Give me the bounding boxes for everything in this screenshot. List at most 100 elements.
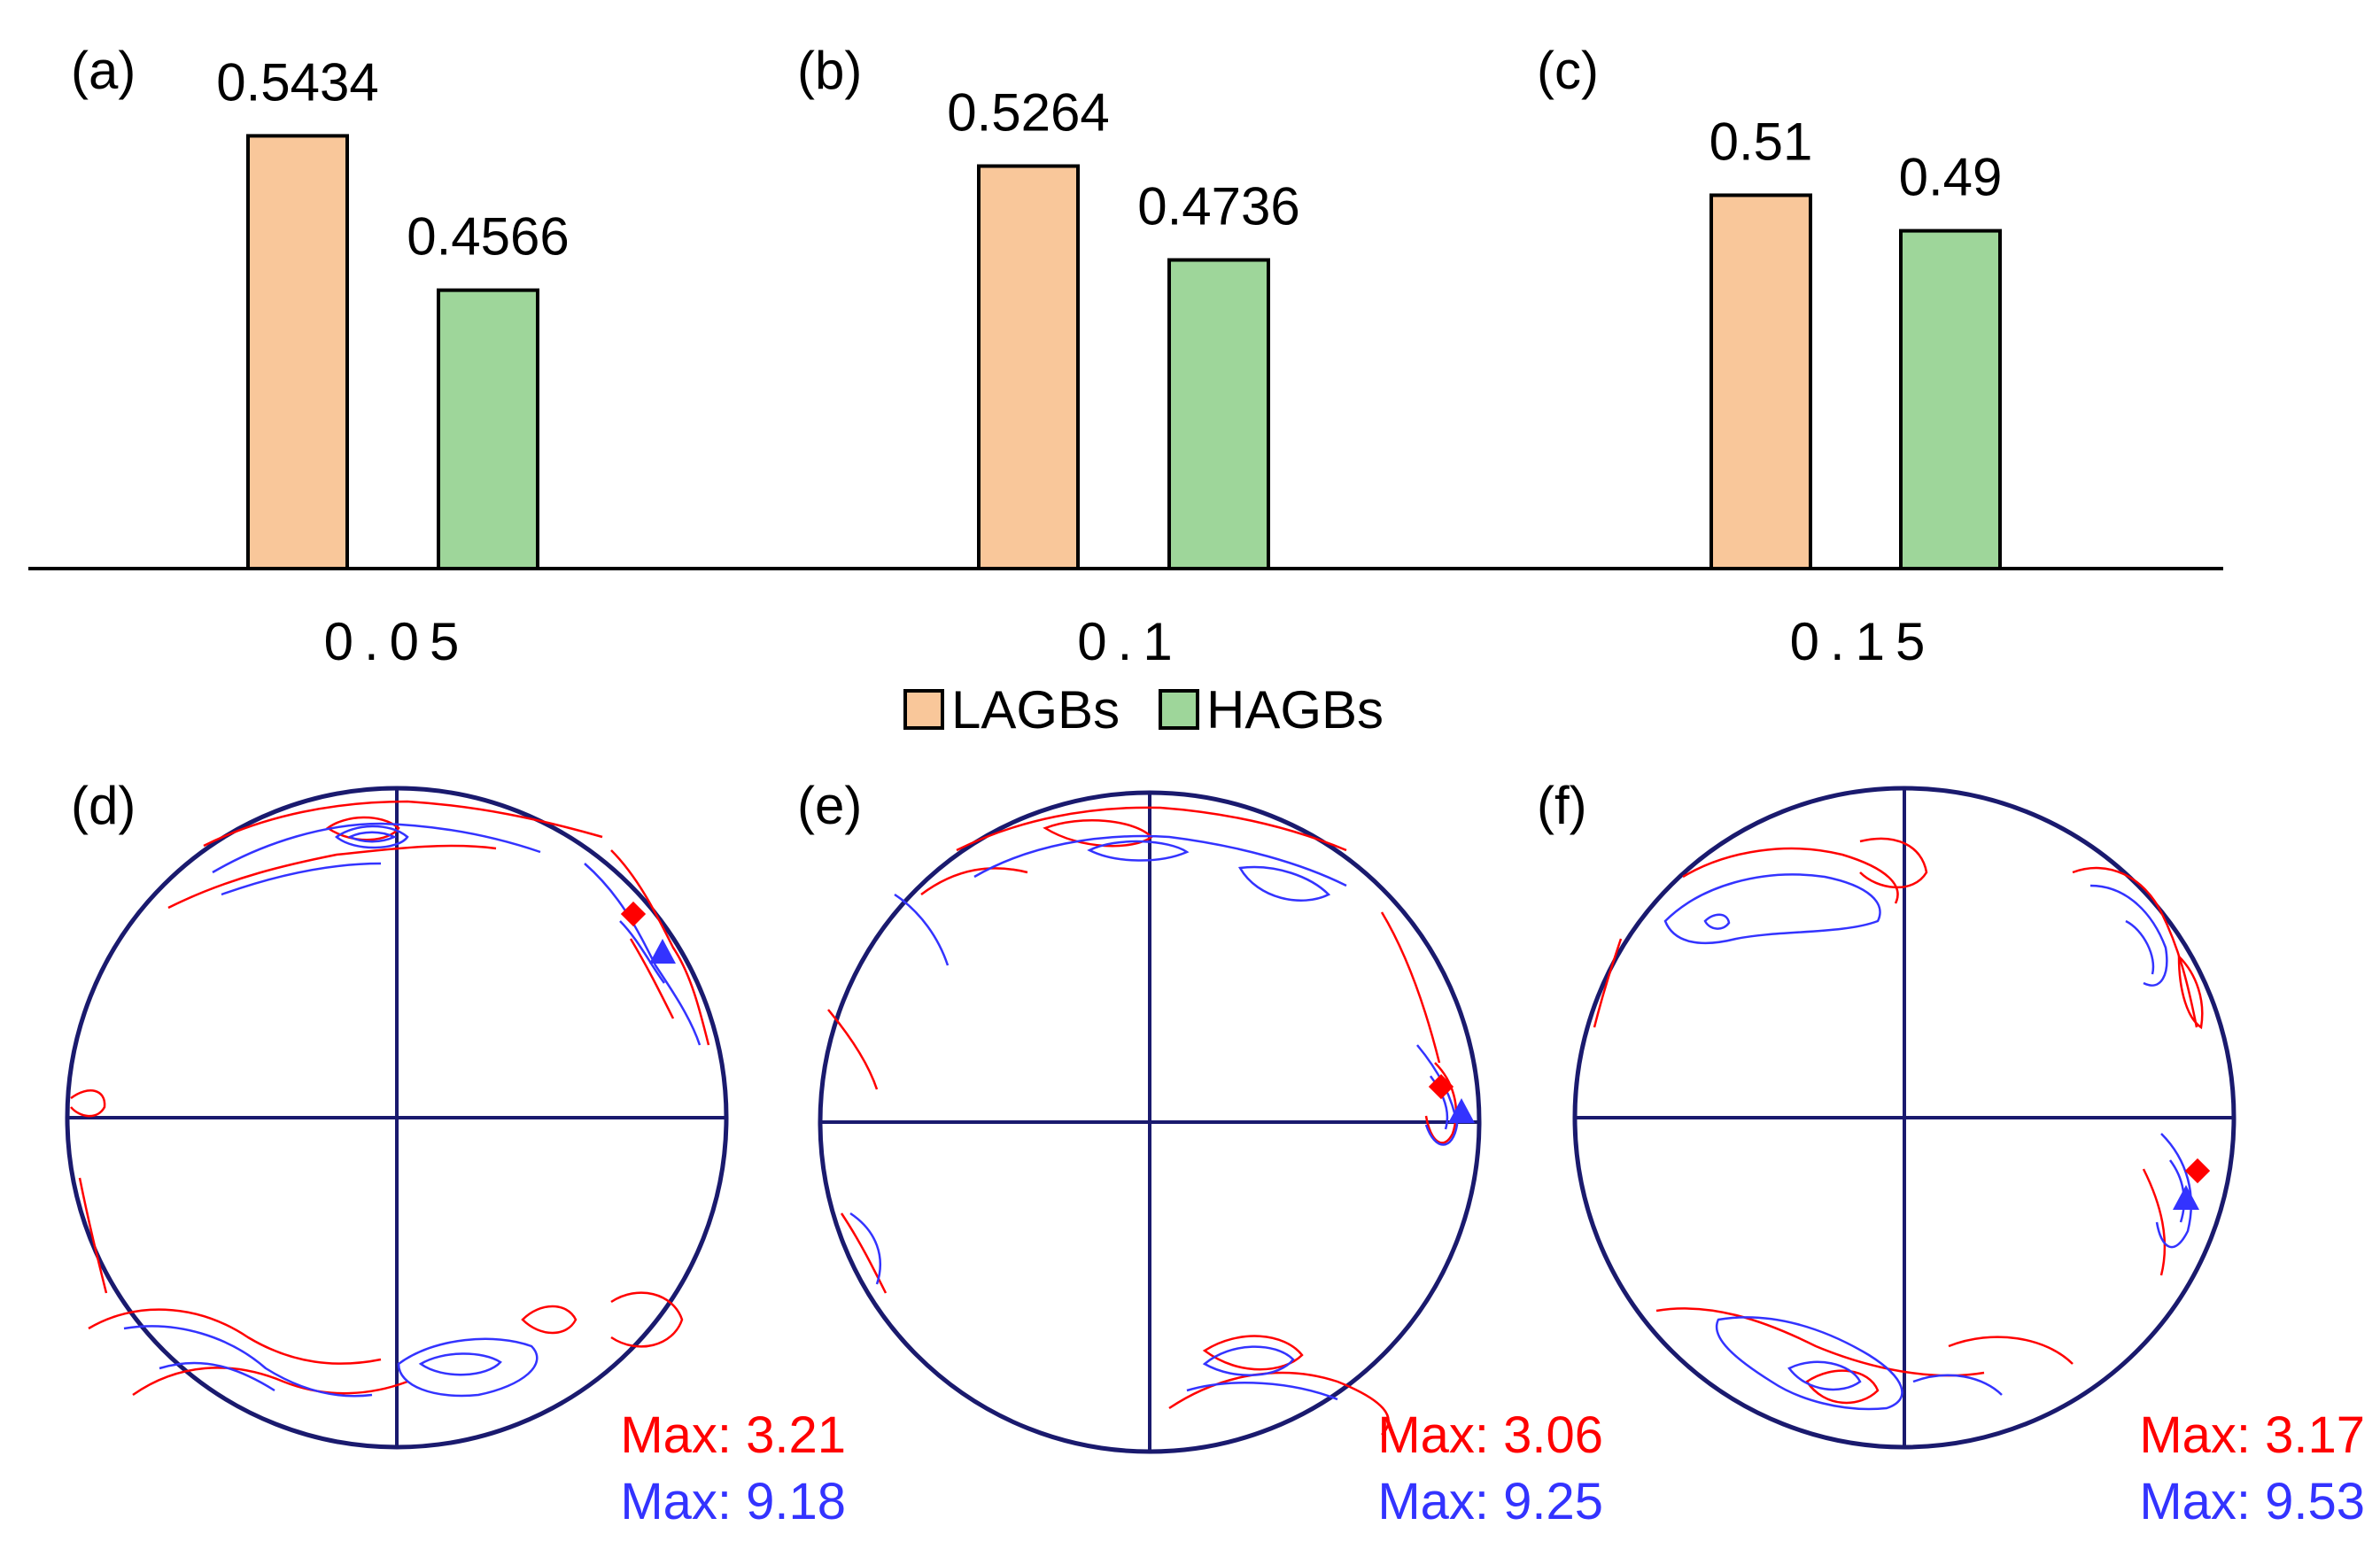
x-tick-label-1: 0.1 — [1077, 612, 1182, 671]
x-tick-label-0: 0.05 — [324, 612, 470, 671]
contours-red — [1593, 837, 2204, 1405]
contour-line — [2089, 884, 2168, 987]
contour-line — [1416, 1044, 1459, 1146]
max-marker-blue — [649, 939, 676, 964]
legend-label-hagbs: HAGBs — [1206, 680, 1384, 740]
legend-swatch-hagbs — [1159, 689, 1199, 730]
contour-line — [167, 844, 497, 910]
panel-label-c: (c) — [1537, 41, 1599, 100]
contour-line — [849, 1212, 881, 1285]
panel-label-f: (f) — [1537, 776, 1587, 835]
contour-line — [221, 862, 382, 896]
bar-label-lagbs-1: 0.5264 — [947, 83, 1110, 143]
contour-line — [1202, 1345, 1295, 1376]
contours-red — [827, 806, 1458, 1436]
bar-lagbs-0 — [246, 134, 349, 570]
legend-swatch-lagbs — [903, 689, 944, 730]
contour-line — [610, 849, 710, 1046]
bar-lagbs-2 — [1709, 193, 1812, 570]
contour-line — [397, 1337, 539, 1398]
max-marker-blue — [2173, 1185, 2199, 1210]
bar-hagbs-0 — [437, 288, 539, 570]
contour-line — [123, 1325, 373, 1398]
pole-figure-d: (d) — [65, 776, 846, 1530]
x-tick-label-2: 0.15 — [1790, 612, 1936, 671]
max-value-red: Max: 3.21 — [620, 1406, 846, 1464]
contour-line — [2142, 1168, 2167, 1276]
contour-line — [1424, 1062, 1458, 1144]
bar-label-hagbs-0: 0.4566 — [407, 207, 570, 267]
max-marker-red — [620, 901, 647, 927]
bar-chart: (a) (b) (c) 0.5434 0.4566 0.5264 0.4736 … — [28, 41, 2223, 740]
contour-line — [1237, 865, 1331, 902]
max-marker-blue — [1448, 1098, 1475, 1123]
contour-line — [1593, 938, 1623, 1028]
contour-line — [619, 920, 666, 984]
bar-label-hagbs-2: 0.49 — [1899, 148, 2003, 207]
contour-line — [1655, 1307, 1985, 1377]
panel-label-a: (a) — [71, 41, 136, 100]
contour-line — [418, 1352, 502, 1376]
contour-line — [1715, 1316, 1903, 1411]
contour-line — [132, 1367, 408, 1397]
panel-label-d: (d) — [71, 776, 136, 835]
contour-line — [629, 938, 675, 1019]
pole-figure-f: (f) — [1537, 776, 2365, 1530]
bar-label-lagbs-2: 0.51 — [1709, 112, 1813, 171]
bar-lagbs-1 — [977, 164, 1080, 571]
panel-label-b: (b) — [797, 41, 862, 100]
bar-hagbs-2 — [1899, 228, 2002, 570]
contour-line — [827, 1009, 879, 1090]
contours-blue — [849, 834, 1459, 1401]
contour-line — [920, 867, 1028, 896]
contour-line — [1186, 1382, 1338, 1401]
bar-label-hagbs-1: 0.4736 — [1137, 177, 1300, 236]
contour-line — [584, 863, 702, 1046]
contours-red — [70, 800, 710, 1397]
contour-line — [973, 834, 1347, 887]
contour-line — [1787, 1360, 1862, 1391]
max-marker-red — [1428, 1073, 1454, 1100]
bar-label-lagbs-0: 0.5434 — [216, 52, 379, 112]
contour-line — [1663, 873, 1881, 945]
contour-line — [1682, 847, 1899, 904]
max-marker-red — [2184, 1158, 2211, 1184]
contour-line — [956, 806, 1347, 852]
max-value-red: Max: 3.17 — [2139, 1406, 2365, 1464]
contour-line — [70, 1089, 106, 1118]
contour-line — [1429, 1075, 1449, 1130]
contours-blue — [1663, 873, 2192, 1411]
contour-line — [203, 800, 603, 848]
contour-line — [88, 1308, 382, 1365]
panel-label-e: (e) — [797, 776, 862, 835]
legend: LAGBs HAGBs — [903, 680, 1384, 740]
contour-line — [1380, 911, 1441, 1064]
max-value-blue: Max: 9.53 — [2139, 1473, 2365, 1530]
contour-line — [2155, 1133, 2192, 1249]
contour-line — [610, 1291, 684, 1348]
contour-line — [2072, 866, 2198, 1028]
contour-line — [1087, 840, 1190, 862]
contour-line — [2168, 1159, 2186, 1223]
legend-label-lagbs: LAGBs — [951, 680, 1120, 740]
contour-line — [1859, 837, 1928, 889]
contour-line — [347, 831, 397, 843]
contour-line — [2125, 919, 2155, 975]
contour-line — [334, 825, 409, 849]
contour-line — [894, 893, 950, 966]
contour-line — [521, 1305, 578, 1335]
pole-figures: (d) — [65, 776, 2365, 1530]
contour-line — [78, 1177, 108, 1294]
max-value-red: Max: 3.06 — [1377, 1406, 1603, 1464]
contour-line — [1805, 1369, 1880, 1405]
bar-hagbs-1 — [1167, 258, 1270, 570]
contour-line — [212, 822, 541, 874]
contour-line — [159, 1361, 275, 1392]
contours-blue — [123, 822, 702, 1398]
contour-line — [1703, 913, 1731, 930]
contour-line — [1202, 1335, 1304, 1371]
contour-line — [2177, 953, 2204, 1030]
max-value-blue: Max: 9.25 — [1377, 1473, 1603, 1530]
pole-figure-e: (e) — [797, 776, 1603, 1530]
